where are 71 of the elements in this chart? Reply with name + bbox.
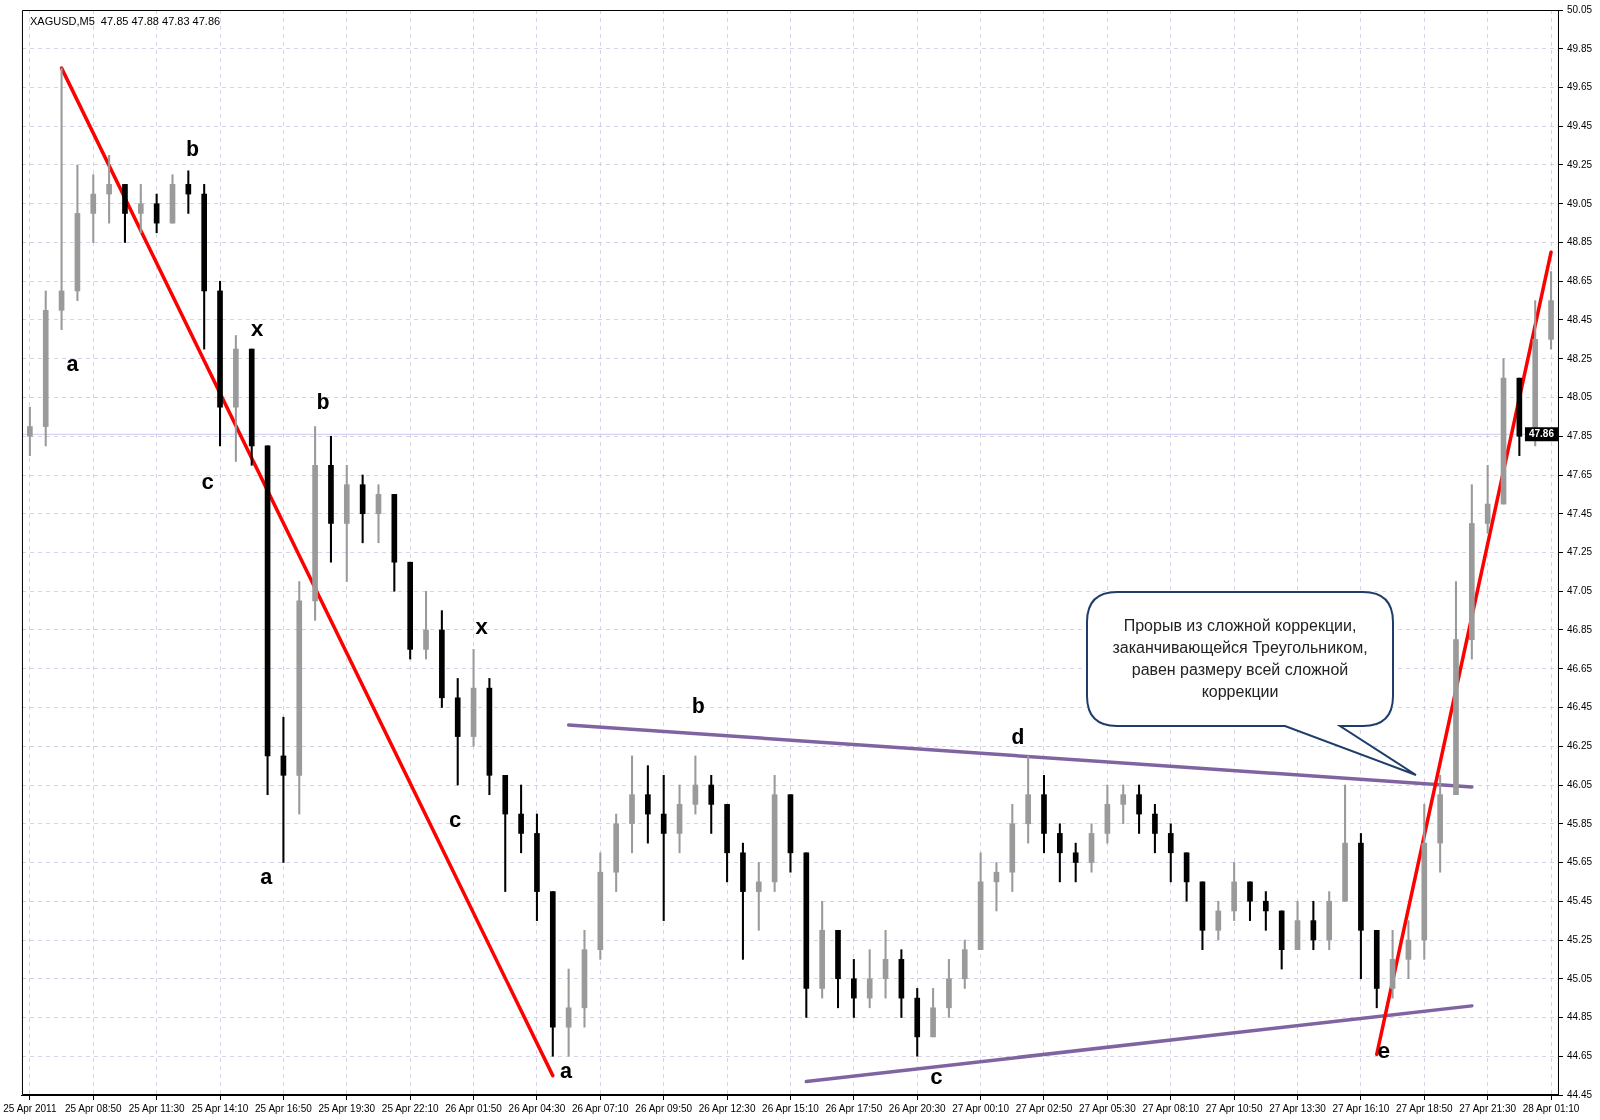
y-tick-label: 49.45 — [1566, 120, 1593, 131]
x-tick-label: 27 Apr 08:10 — [1142, 1102, 1200, 1114]
y-tick-label: 45.05 — [1566, 972, 1593, 984]
y-tick-label: 48.45 — [1566, 313, 1593, 325]
x-tick-label: 25 Apr 2011 — [3, 1102, 57, 1114]
x-tick-label: 25 Apr 08:50 — [64, 1102, 123, 1114]
y-tick-label: 47.85 — [1566, 430, 1593, 441]
x-tick-label: 27 Apr 02:50 — [1015, 1102, 1073, 1114]
annotation: b — [185, 137, 200, 163]
y-tick-label: 44.45 — [1566, 1088, 1593, 1100]
x-tick-label: 26 Apr 20:30 — [888, 1102, 947, 1114]
x-tick-label: 26 Apr 15:10 — [762, 1102, 820, 1114]
y-tick-label: 46.85 — [1566, 623, 1593, 635]
y-tick-label: 46.05 — [1566, 778, 1593, 790]
x-tick-label: 27 Apr 00:10 — [952, 1102, 1010, 1114]
y-tick-label: 47.05 — [1566, 585, 1593, 596]
annotation: x — [250, 317, 264, 343]
x-tick-label: 26 Apr 09:50 — [635, 1102, 693, 1114]
x-tick-label: 27 Apr 21:30 — [1459, 1102, 1517, 1114]
x-tick-label: 27 Apr 16:10 — [1332, 1102, 1390, 1114]
x-tick-label: 26 Apr 04:30 — [508, 1102, 566, 1114]
ref-line-label: 47.86 — [1528, 428, 1555, 440]
speech-bubble: Прорыв из сложной коррекции, заканчивающейся Треугольником, равен размеру всей сложной коррекции — [1087, 591, 1419, 777]
chart-title: XAGUSD,M5 47.85 47.88 47.83 47.86 — [29, 14, 221, 27]
y-tick-label: 49.65 — [1566, 81, 1593, 93]
y-tick-label: 45.65 — [1566, 856, 1593, 868]
x-tick-label: 26 Apr 12:30 — [698, 1102, 756, 1114]
y-tick-label: 47.25 — [1566, 546, 1593, 558]
annotation: c — [929, 1066, 944, 1092]
y-tick-label: 45.45 — [1566, 895, 1593, 906]
x-tick-label: 25 Apr 14:10 — [191, 1102, 249, 1114]
x-tick-label: 26 Apr 01:50 — [445, 1102, 503, 1114]
y-tick-label: 46.45 — [1566, 701, 1593, 713]
y-tick-label: 48.65 — [1566, 275, 1593, 286]
x-tick-label: 25 Apr 11:30 — [128, 1102, 186, 1114]
x-tick-label: 27 Apr 18:50 — [1395, 1102, 1454, 1114]
y-tick-label: 44.85 — [1566, 1011, 1593, 1023]
x-tick-label: 26 Apr 17:50 — [825, 1102, 883, 1114]
y-tick-label: 49.85 — [1566, 42, 1593, 54]
y-tick-label: 50.05 — [1566, 3, 1593, 15]
y-tick-label: 47.65 — [1566, 468, 1593, 480]
y-tick-label: 48.85 — [1566, 236, 1593, 248]
annotation: c — [448, 809, 462, 835]
annotation: Прорыв из сложной коррекции, заканчивающейся Треугольником, равен размеру всей сложной коррекции — [1111, 615, 1369, 702]
y-tick-label: 44.65 — [1566, 1050, 1593, 1061]
annotation: e — [1377, 1040, 1391, 1066]
y-tick-label: 45.25 — [1566, 933, 1593, 945]
x-tick-label: 27 Apr 10:50 — [1205, 1102, 1263, 1114]
y-tick-label: 48.25 — [1566, 352, 1593, 364]
annotation: a — [66, 353, 80, 379]
x-tick-label: 27 Apr 13:30 — [1269, 1102, 1327, 1114]
annotation: d — [1011, 725, 1025, 751]
x-tick-label: 27 Apr 05:30 — [1079, 1102, 1137, 1114]
annotation: b — [691, 695, 705, 721]
y-tick-label: 49.05 — [1566, 197, 1593, 209]
y-tick-label: 48.05 — [1566, 391, 1593, 403]
y-tick-label: 47.45 — [1566, 507, 1593, 519]
y-tick-label: 46.65 — [1566, 662, 1593, 674]
x-tick-label: 25 Apr 22:10 — [381, 1102, 439, 1114]
annotation: a — [559, 1059, 573, 1085]
annotation: a — [259, 865, 273, 891]
y-tick-label: 45.85 — [1566, 817, 1593, 829]
x-tick-label: 28 Apr 01:10 — [1522, 1102, 1580, 1114]
x-tick-label: 25 Apr 19:30 — [318, 1102, 376, 1114]
annotation: b — [316, 391, 330, 417]
y-tick-label: 49.25 — [1566, 158, 1593, 170]
x-tick-label: 26 Apr 07:10 — [571, 1102, 630, 1114]
annotation: x — [474, 616, 489, 641]
annotation: c — [201, 470, 215, 496]
y-tick-label: 46.25 — [1566, 740, 1593, 751]
x-tick-label: 25 Apr 16:50 — [255, 1102, 313, 1114]
